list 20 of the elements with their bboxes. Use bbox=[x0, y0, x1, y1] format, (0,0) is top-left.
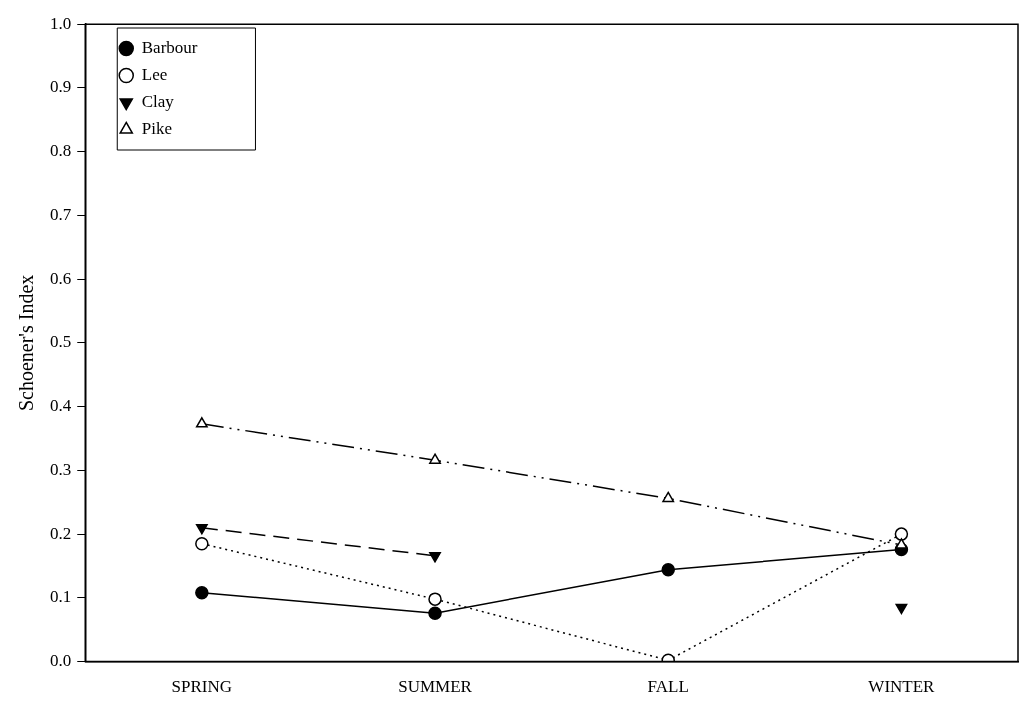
x-tick-label: WINTER bbox=[868, 677, 936, 697]
x-tick-label: SUMMER bbox=[398, 677, 473, 697]
y-axis-title: Schoener's Index bbox=[15, 274, 38, 412]
y-tick-label: 1.0 bbox=[50, 13, 72, 33]
y-tick-label: 0.5 bbox=[50, 332, 72, 352]
y-tick-label: 0.9 bbox=[50, 77, 72, 97]
y-tick-label: 0.8 bbox=[50, 141, 72, 161]
legend-label: Barbour bbox=[141, 37, 198, 57]
y-tick-label: 0.7 bbox=[50, 204, 72, 224]
y-tick-label: 0.3 bbox=[50, 459, 72, 479]
y-tick-label: 0.6 bbox=[50, 268, 72, 288]
x-tick-label: FALL bbox=[647, 677, 689, 697]
y-tick-label: 0.1 bbox=[50, 587, 72, 607]
legend-label: Clay bbox=[141, 91, 175, 111]
legend-label: Lee bbox=[141, 64, 168, 84]
y-tick-label: 0.0 bbox=[50, 651, 72, 671]
x-tick-label: SPRING bbox=[171, 677, 233, 697]
y-tick-label: 0.4 bbox=[50, 396, 72, 416]
y-tick-label: 0.2 bbox=[50, 523, 72, 543]
legend-label: Pike bbox=[141, 118, 172, 138]
